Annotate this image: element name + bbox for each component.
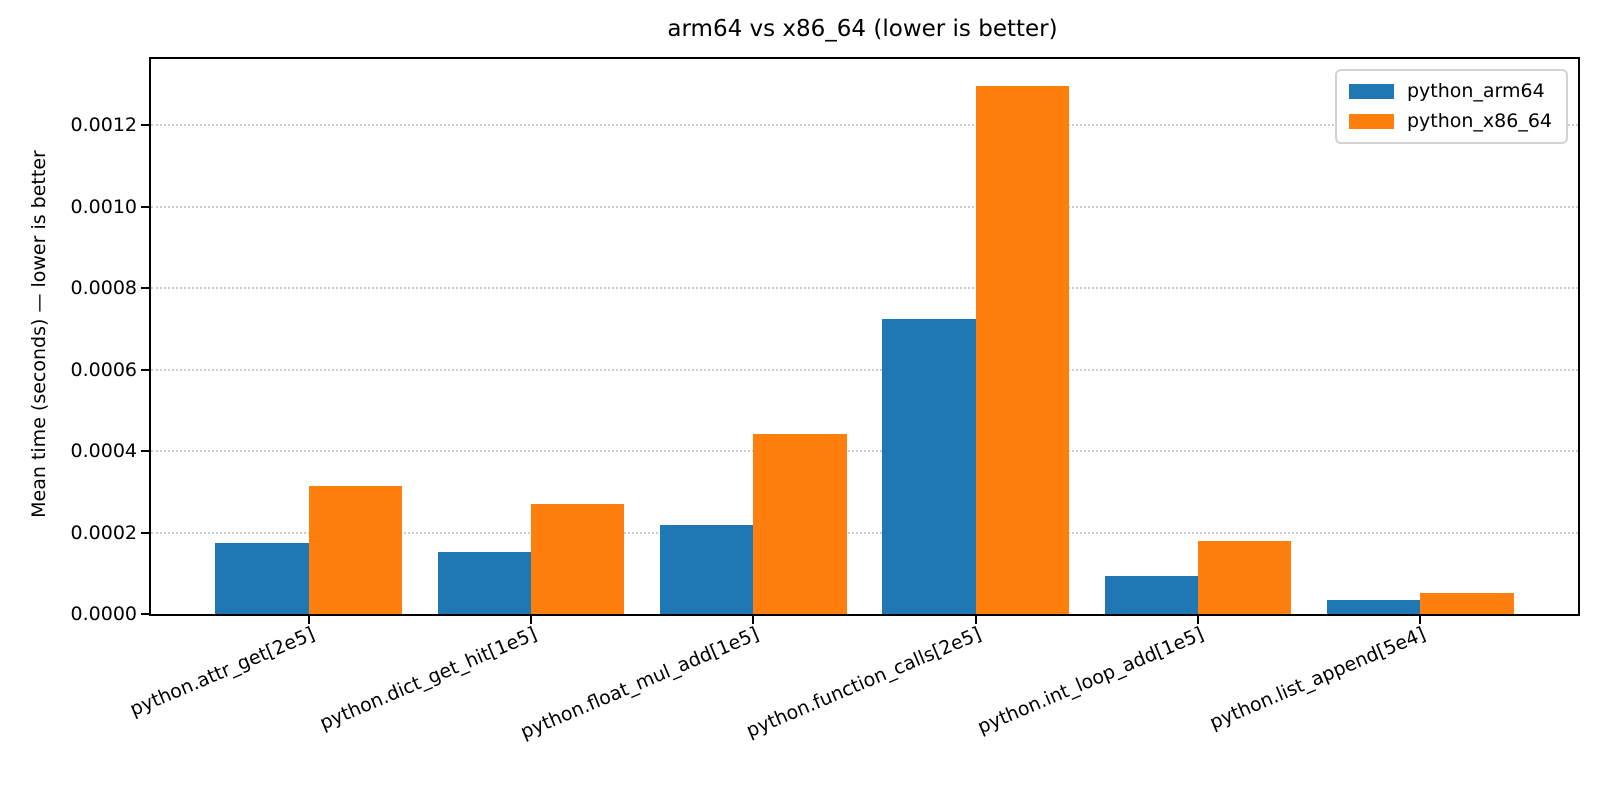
legend-swatch-x86-64-icon — [1348, 114, 1394, 129]
x-tick-mark — [1419, 616, 1422, 624]
y-tick-mark — [141, 124, 149, 126]
gridline — [151, 287, 1578, 289]
bar-python_x86_64 — [975, 86, 1069, 614]
bar-python_arm64 — [1326, 600, 1421, 614]
bar-python_arm64 — [1104, 576, 1198, 614]
x-tick-label: python.int_loop_add[1e5] — [973, 623, 1207, 739]
x-tick-label: python.dict_get_hit[1e5] — [316, 623, 540, 735]
y-tick-mark — [141, 368, 149, 371]
x-tick-label: python.attr_get[2e5] — [126, 623, 318, 721]
legend-label-x86-64: python_x86_64 — [1406, 110, 1552, 132]
chart-title: arm64 vs x86_64 (lower is better) — [667, 16, 1058, 42]
x-tick-label: python.list_append[5e4] — [1206, 623, 1429, 734]
legend: python_arm64 python_x86_64 — [1334, 69, 1568, 144]
bar-python_arm64 — [215, 543, 309, 614]
bar-python_x86_64 — [1197, 540, 1292, 614]
x-tick-mark — [307, 616, 310, 624]
bar-python_x86_64 — [753, 434, 847, 614]
gridline — [151, 205, 1578, 208]
y-tick-label: 0.0000 — [70, 603, 137, 625]
x-tick-mark — [974, 616, 977, 624]
y-tick-mark — [141, 531, 149, 534]
gridline — [151, 124, 1578, 126]
y-tick-label: 0.0006 — [70, 358, 137, 381]
bar-python_x86_64 — [308, 486, 403, 614]
y-tick-mark — [141, 287, 149, 289]
legend-label-arm64: python_arm64 — [1406, 80, 1545, 102]
gridline — [151, 531, 1578, 534]
y-tick-label: 0.0012 — [70, 114, 137, 136]
plot-area: python_arm64 python_x86_64 0.0000 0.0002 0… — [71, 57, 1580, 743]
bar-python_arm64 — [660, 525, 754, 614]
bar-python_arm64 — [437, 552, 532, 614]
bar-python_x86_64 — [531, 503, 625, 614]
x-tick-mark — [1196, 616, 1199, 624]
legend-entry-x86-64: python_x86_64 — [1348, 110, 1552, 133]
y-tick-label: 0.0008 — [70, 277, 137, 299]
x-tick-label: python.function_calls[2e5] — [742, 623, 985, 743]
y-tick-mark — [141, 205, 149, 208]
y-tick-mark — [141, 613, 149, 615]
gridline — [151, 368, 1578, 371]
x-tick-mark — [752, 616, 755, 624]
x-tick-mark — [530, 616, 533, 624]
bar-python_arm64 — [882, 318, 976, 614]
legend-entry-arm64: python_arm64 — [1348, 80, 1552, 103]
x-tick-label: python.float_mul_add[1e5] — [517, 623, 762, 744]
y-tick-label: 0.0002 — [70, 521, 137, 544]
y-tick-label: 0.0010 — [70, 195, 137, 218]
legend-swatch-arm64-icon — [1348, 84, 1394, 99]
gridline — [151, 450, 1578, 452]
y-tick-label: 0.0004 — [70, 440, 137, 462]
y-tick-mark — [141, 450, 149, 452]
bar-python_x86_64 — [1420, 592, 1514, 614]
